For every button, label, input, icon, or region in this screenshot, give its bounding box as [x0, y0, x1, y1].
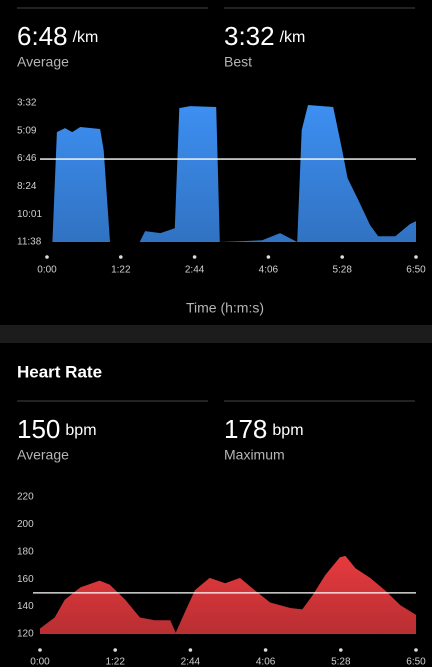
- stat-label: Maximum: [224, 447, 285, 463]
- y-tick-label: 5:09: [17, 125, 37, 136]
- x-tick-label: 2:44: [181, 657, 201, 667]
- x-tick-mark: [266, 255, 271, 259]
- stat-value: 6:48/km: [17, 21, 98, 51]
- section-separator: [0, 325, 432, 343]
- x-tick-mark: [414, 648, 418, 652]
- x-tick-mark: [38, 648, 42, 652]
- section-title: Heart Rate: [17, 362, 102, 381]
- stat-label: Average: [17, 54, 69, 70]
- y-tick-label: 200: [17, 519, 34, 530]
- x-tick-mark: [119, 255, 123, 259]
- y-tick-label: 160: [17, 574, 34, 585]
- stat-value: 150 bpm: [17, 414, 97, 444]
- y-tick-label: 10:01: [17, 209, 42, 220]
- y-tick-label: 120: [17, 629, 34, 640]
- x-tick-label: 5:28: [332, 265, 352, 276]
- x-tick-mark: [188, 648, 193, 652]
- x-tick-label: 0:00: [30, 657, 50, 667]
- stat-value: 3:32/km: [224, 21, 305, 51]
- stat-label: Average: [17, 447, 69, 463]
- stat-unit: bpm: [65, 422, 96, 439]
- x-tick-label: 5:28: [331, 657, 351, 667]
- x-tick-label: 1:22: [105, 657, 125, 667]
- stat-value: 150: [17, 414, 60, 444]
- stat-value: 3:32: [224, 21, 275, 51]
- y-tick-label: 180: [17, 546, 34, 557]
- area: [52, 105, 417, 242]
- stat-unit: bpm: [272, 422, 303, 439]
- x-axis-label: Time (h:m:s): [186, 300, 264, 316]
- y-tick-label: 6:46: [17, 153, 37, 164]
- x-tick-mark: [339, 648, 343, 652]
- y-tick-label: 8:24: [17, 181, 37, 192]
- stat-unit: /km: [280, 29, 306, 46]
- stat-value: 178 bpm: [224, 414, 304, 444]
- x-tick-mark: [340, 255, 345, 259]
- stat-value: 6:48: [17, 21, 68, 51]
- stat-label: Best: [224, 54, 252, 70]
- x-tick-mark: [45, 255, 49, 259]
- y-tick-label: 3:32: [17, 98, 37, 109]
- x-tick-mark: [113, 648, 117, 652]
- x-tick-mark: [192, 255, 197, 259]
- y-tick-label: 220: [17, 492, 34, 503]
- x-tick-label: 4:06: [256, 657, 276, 667]
- x-tick-label: 6:50: [406, 657, 426, 667]
- x-tick-label: 4:06: [259, 265, 279, 276]
- x-tick-label: 2:44: [185, 265, 205, 276]
- x-tick-mark: [414, 255, 418, 259]
- x-tick-mark: [263, 648, 268, 652]
- x-tick-label: 6:50: [406, 265, 426, 276]
- stat-value: 178: [224, 414, 267, 444]
- x-tick-label: 0:00: [37, 265, 57, 276]
- x-tick-label: 1:22: [111, 265, 131, 276]
- stat-unit: /km: [73, 29, 99, 46]
- y-tick-label: 140: [17, 601, 34, 612]
- y-tick-label: 11:38: [17, 237, 42, 248]
- area: [40, 555, 416, 634]
